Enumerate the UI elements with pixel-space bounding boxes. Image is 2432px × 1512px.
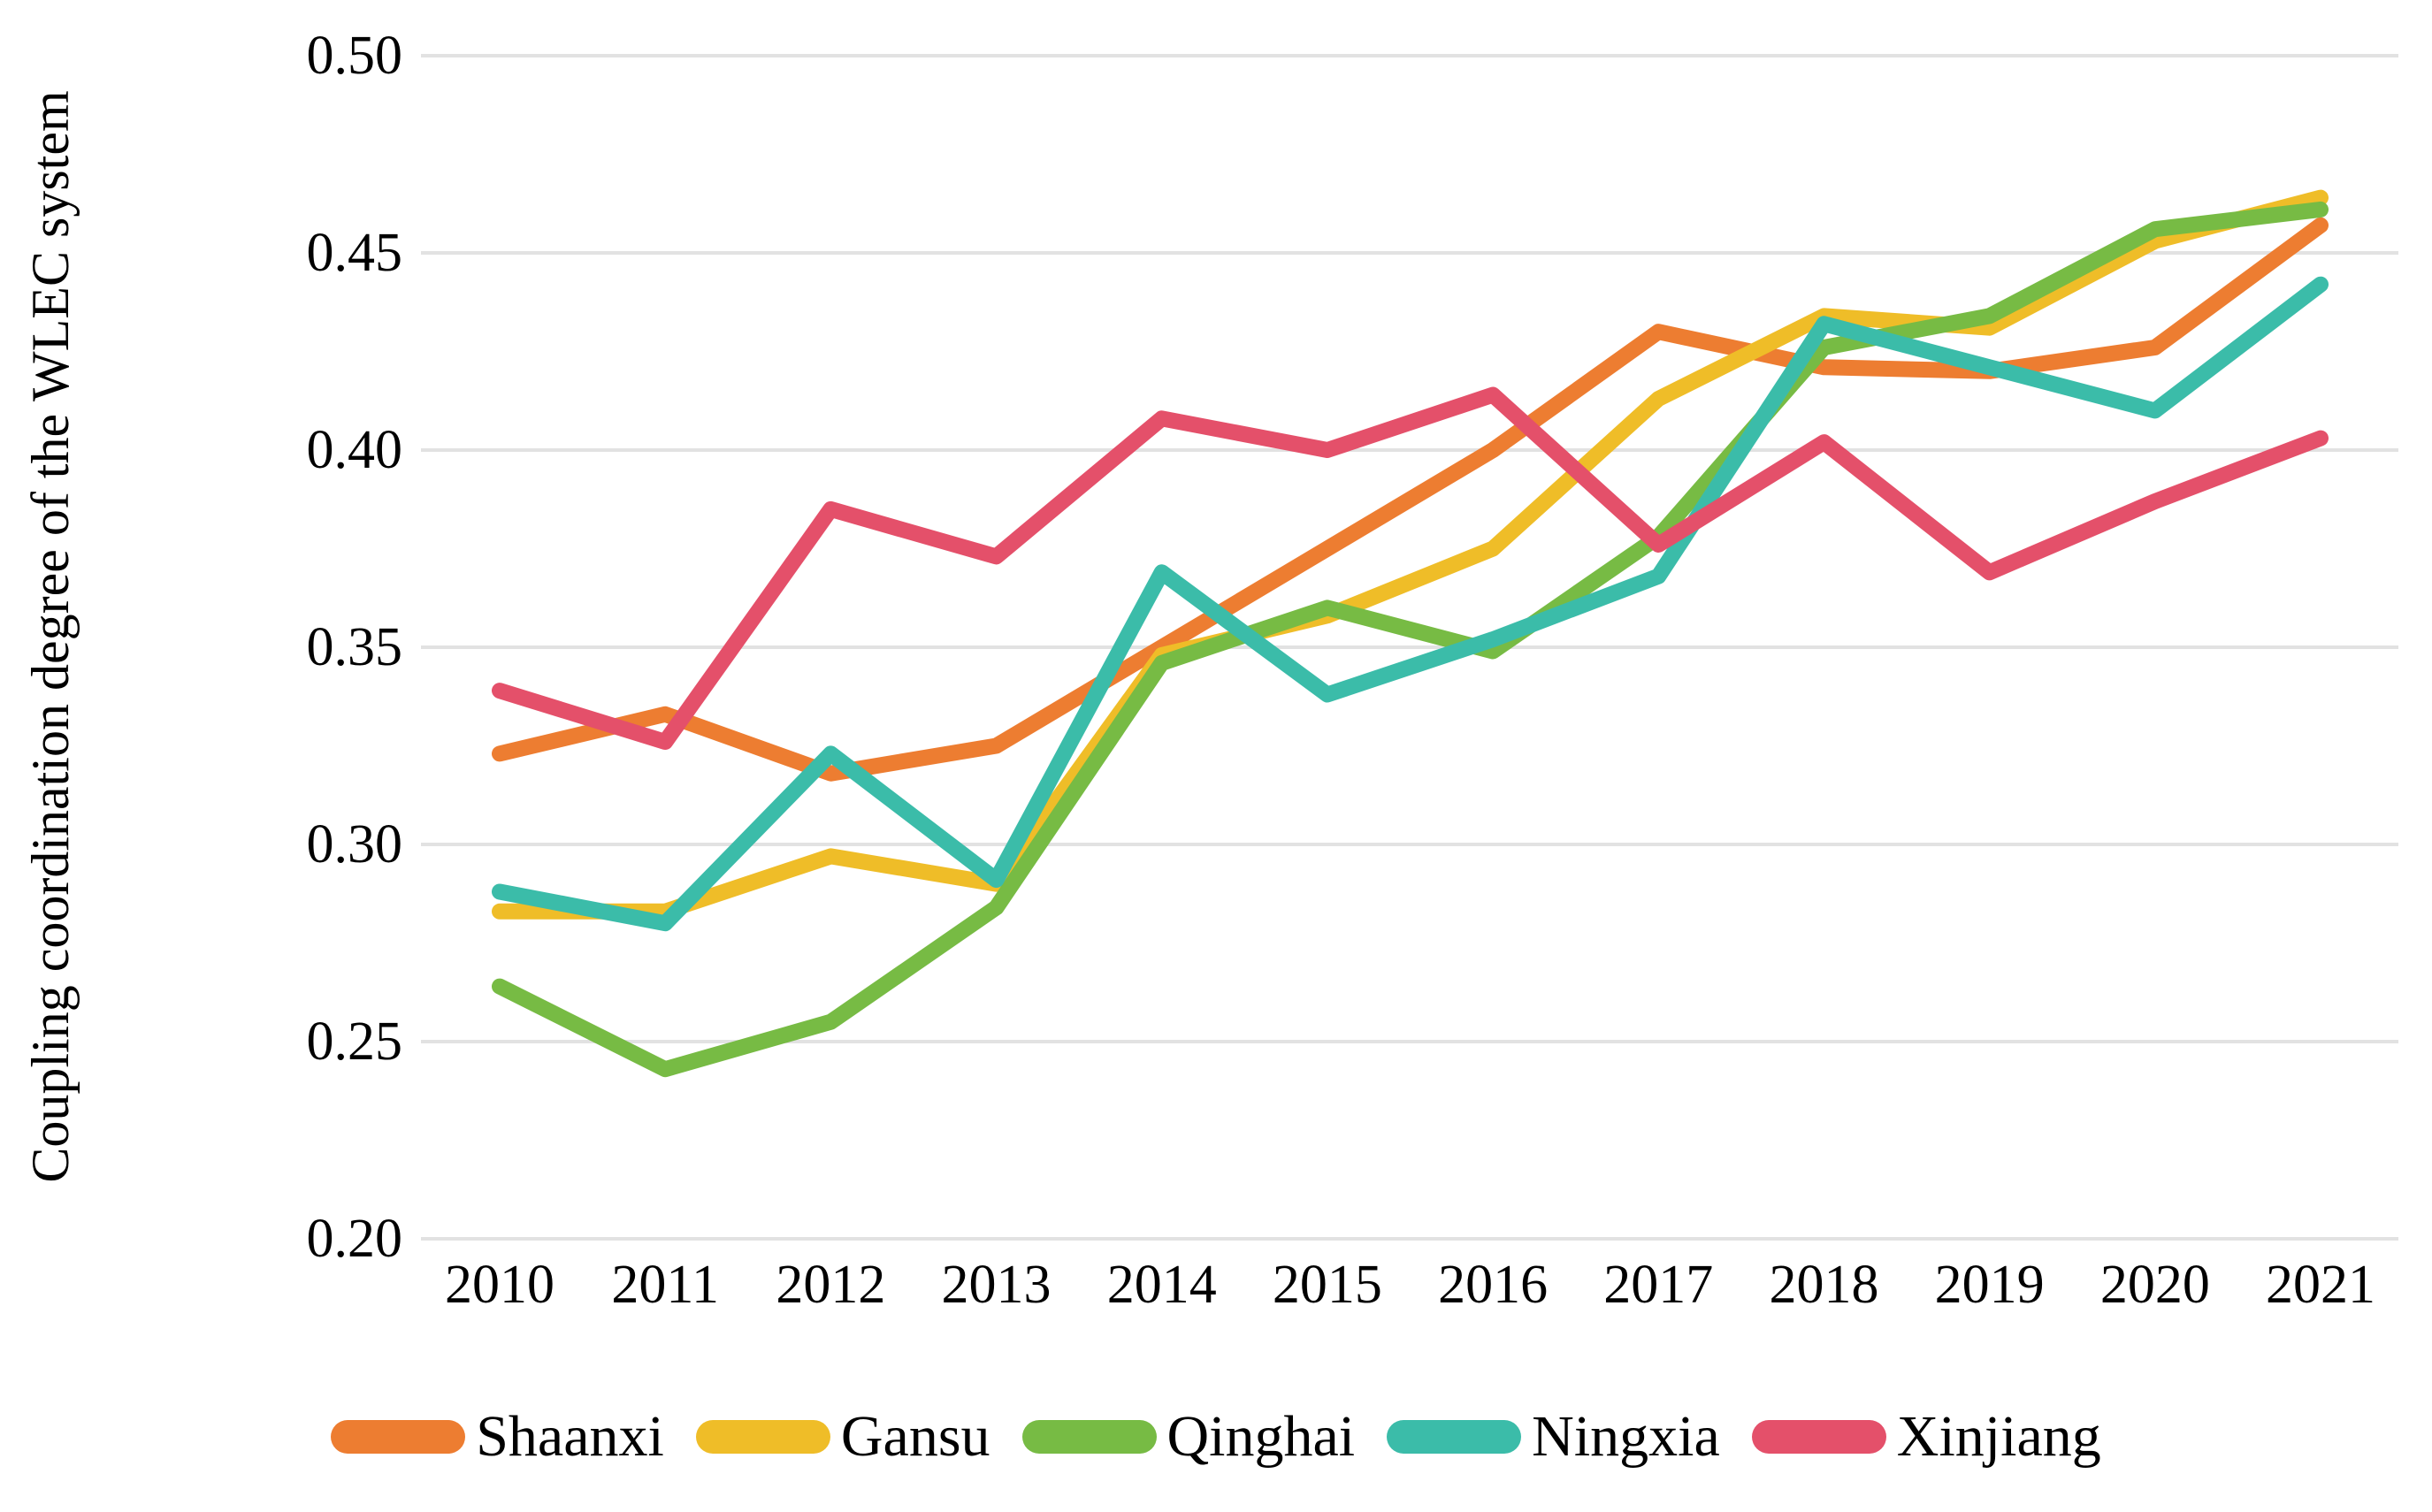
series-line-ningxia bbox=[492, 276, 2329, 932]
legend-item-ningxia: Ningxia bbox=[1387, 1408, 1720, 1466]
legend-item-qinghai: Qinghai bbox=[1021, 1404, 1356, 1469]
x-tick-label: 2019 bbox=[1934, 1255, 2045, 1315]
y-tick-label: 0.45 bbox=[306, 223, 403, 283]
legend-label: Gansu bbox=[840, 1404, 990, 1469]
legend-item-gansu: Gansu bbox=[695, 1404, 990, 1469]
x-tick-label: 2011 bbox=[611, 1255, 720, 1315]
legend-label: Xinjiang bbox=[1896, 1404, 2101, 1469]
x-tick-label: 2013 bbox=[941, 1255, 1052, 1315]
y-tick-label: 0.20 bbox=[306, 1209, 403, 1269]
legend-item-shaanxi: Shaanxi bbox=[331, 1408, 664, 1466]
legend-swatch-icon bbox=[695, 1420, 830, 1454]
x-tick-label: 2012 bbox=[776, 1255, 886, 1315]
x-tick-label: 2014 bbox=[1106, 1255, 1217, 1315]
legend-label: Ningxia bbox=[1532, 1404, 1720, 1469]
x-tick-label: 2021 bbox=[2266, 1255, 2375, 1315]
legend-swatch-icon bbox=[331, 1420, 466, 1454]
x-tick-label: 2015 bbox=[1272, 1255, 1382, 1315]
legend-label: Qinghai bbox=[1166, 1404, 1356, 1469]
y-tick-label: 0.40 bbox=[306, 420, 403, 480]
legend-item-xinjiang: Xinjiang bbox=[1751, 1404, 2101, 1469]
y-tick-label: 0.35 bbox=[306, 617, 403, 677]
legend-swatch-icon bbox=[1387, 1420, 1522, 1454]
legend-swatch-icon bbox=[1021, 1420, 1157, 1454]
series-line-gansu bbox=[492, 189, 2329, 920]
y-tick-label: 0.25 bbox=[306, 1012, 403, 1072]
series-line-xinjiang bbox=[492, 386, 2329, 750]
x-tick-label: 2020 bbox=[2099, 1255, 2210, 1315]
legend-label: Shaanxi bbox=[476, 1404, 664, 1469]
x-tick-label: 2016 bbox=[1438, 1255, 1549, 1315]
y-tick-label: 0.30 bbox=[306, 814, 403, 874]
x-tick-label: 2010 bbox=[445, 1255, 554, 1315]
series-line-qinghai bbox=[492, 201, 2329, 1078]
x-tick-label: 2017 bbox=[1603, 1255, 1714, 1315]
x-tick-label: 2018 bbox=[1769, 1255, 1879, 1315]
y-tick-label: 0.50 bbox=[306, 26, 403, 86]
series-line-shaanxi bbox=[492, 217, 2329, 782]
chart-legend: Shaanxi Gansu Qinghai Ningxia Xinjiang bbox=[0, 1408, 2432, 1466]
legend-swatch-icon bbox=[1751, 1420, 1886, 1454]
